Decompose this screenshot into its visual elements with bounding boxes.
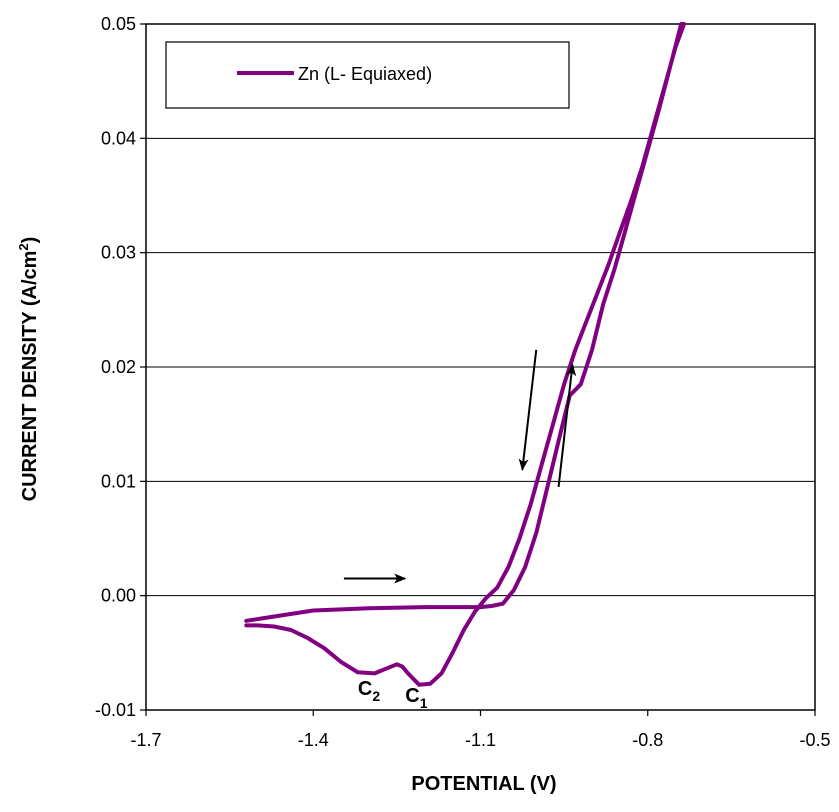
x-tick-label: -1.7 bbox=[130, 730, 161, 750]
y-tick-label: 0.00 bbox=[101, 586, 136, 606]
y-tick-label: 0.02 bbox=[101, 357, 136, 377]
y-tick-label: -0.01 bbox=[95, 700, 136, 720]
y-tick-label: 0.04 bbox=[101, 128, 136, 148]
y-tick-label: 0.05 bbox=[101, 14, 136, 34]
x-tick-label: -0.5 bbox=[799, 730, 830, 750]
x-tick-label: -1.1 bbox=[465, 730, 496, 750]
direction-arrow bbox=[557, 363, 577, 488]
x-axis: -1.7 -1.4 -1.1 -0.8 -0.5 bbox=[130, 710, 831, 750]
peak-label: C2 bbox=[358, 678, 380, 704]
series-line bbox=[244, 22, 686, 687]
y-axis: -0.01 0.00 0.01 0.02 0.03 0.04 0.05 bbox=[95, 14, 146, 720]
gridlines bbox=[146, 137, 815, 597]
x-axis-title: POTENTIAL (V) bbox=[411, 773, 556, 795]
series-layer bbox=[244, 22, 686, 687]
x-tick-label: -1.4 bbox=[298, 730, 329, 750]
y-tick-label: 0.01 bbox=[101, 471, 136, 491]
legend-box bbox=[165, 41, 570, 109]
legend: Zn (L- Equiaxed) bbox=[165, 41, 570, 109]
direction-arrow bbox=[518, 349, 538, 471]
y-tick-label: 0.03 bbox=[101, 243, 136, 263]
direction-arrows bbox=[343, 349, 577, 584]
x-tick-label: -0.8 bbox=[632, 730, 663, 750]
peak-label: C1 bbox=[405, 685, 427, 711]
peak-annotations: C2 C1 bbox=[358, 678, 428, 711]
legend-label: Zn (L- Equiaxed) bbox=[298, 64, 432, 84]
y-axis-title: CURRENT DENSITY (A/cm2) bbox=[16, 237, 41, 502]
